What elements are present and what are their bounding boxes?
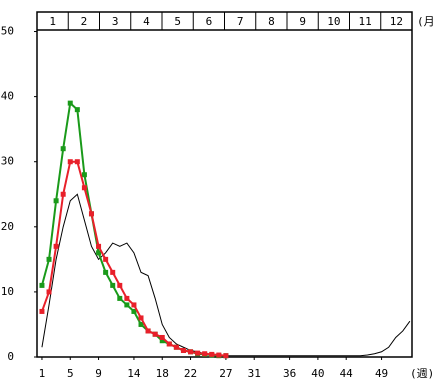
x-tick-label: 22 <box>184 367 197 380</box>
series-marker <box>74 159 80 165</box>
series-marker <box>117 295 123 301</box>
series-marker <box>138 315 144 321</box>
series-marker <box>124 295 130 301</box>
month-label: 10 <box>327 15 340 28</box>
x-tick-label: 1 <box>39 367 46 380</box>
series-marker <box>152 331 158 337</box>
y-tick-label: 40 <box>1 90 14 103</box>
series-marker <box>173 344 179 350</box>
month-label: 2 <box>81 15 88 28</box>
series-marker <box>124 302 130 308</box>
series-line <box>41 193 411 357</box>
series-marker <box>209 351 215 357</box>
series-marker <box>96 250 102 256</box>
month-label: 11 <box>359 15 372 28</box>
series-marker <box>159 334 165 340</box>
series-marker <box>166 341 172 347</box>
series-marker <box>39 282 45 288</box>
month-label: 4 <box>143 15 150 28</box>
series-marker <box>110 269 116 275</box>
series-marker <box>110 282 116 288</box>
series-marker <box>103 269 109 275</box>
x-tick-label: 27 <box>219 367 232 380</box>
x-axis-label: (週) <box>410 367 434 380</box>
series-marker <box>60 146 66 152</box>
series-marker <box>195 350 201 356</box>
series-marker <box>88 211 94 217</box>
month-label: 9 <box>299 15 306 28</box>
series-marker <box>81 172 87 178</box>
plot-frame <box>36 11 413 358</box>
series-marker <box>81 185 87 191</box>
y-tick-label: 50 <box>1 25 14 38</box>
month-label: 1 <box>49 15 56 28</box>
series-line <box>41 160 227 357</box>
y-tick-label: 0 <box>7 350 14 363</box>
month-label: 6 <box>206 15 213 28</box>
y-tick-label: 30 <box>1 155 14 168</box>
month-label: 12 <box>390 15 403 28</box>
series-marker <box>159 338 165 344</box>
series-marker <box>216 352 222 358</box>
series-marker <box>138 321 144 327</box>
series-marker <box>46 289 52 295</box>
month-axis-label: (月 <box>417 15 435 28</box>
x-tick-label: 9 <box>95 367 102 380</box>
series-marker <box>53 198 59 204</box>
y-tick-label: 10 <box>1 285 14 298</box>
series-marker <box>117 282 123 288</box>
x-tick-label: 49 <box>375 367 388 380</box>
x-tick-label: 18 <box>156 367 169 380</box>
series-marker <box>53 243 59 249</box>
x-tick-label: 31 <box>248 367 261 380</box>
x-tick-label: 40 <box>311 367 324 380</box>
series-marker <box>46 256 52 262</box>
series-line <box>40 101 226 357</box>
month-label: 8 <box>268 15 275 28</box>
series-marker <box>145 328 151 334</box>
x-tick-label: 36 <box>283 367 296 380</box>
series-marker <box>96 243 102 249</box>
series-marker <box>67 159 73 165</box>
series-marker <box>103 256 109 262</box>
series-marker <box>223 353 229 359</box>
y-tick-label: 20 <box>1 220 14 233</box>
x-tick-label: 44 <box>340 367 354 380</box>
x-tick-label: 5 <box>67 367 74 380</box>
series-marker <box>131 302 137 308</box>
series-marker <box>131 308 137 314</box>
series-marker <box>60 191 66 197</box>
series-marker <box>180 347 186 353</box>
series-marker <box>39 308 45 314</box>
series-marker <box>188 349 194 355</box>
month-label: 5 <box>174 15 181 28</box>
series-marker <box>202 351 208 357</box>
x-tick-label: 14 <box>127 367 141 380</box>
series-marker <box>67 100 73 106</box>
series-marker <box>74 107 80 113</box>
month-label: 7 <box>237 15 244 28</box>
month-label: 3 <box>112 15 119 28</box>
